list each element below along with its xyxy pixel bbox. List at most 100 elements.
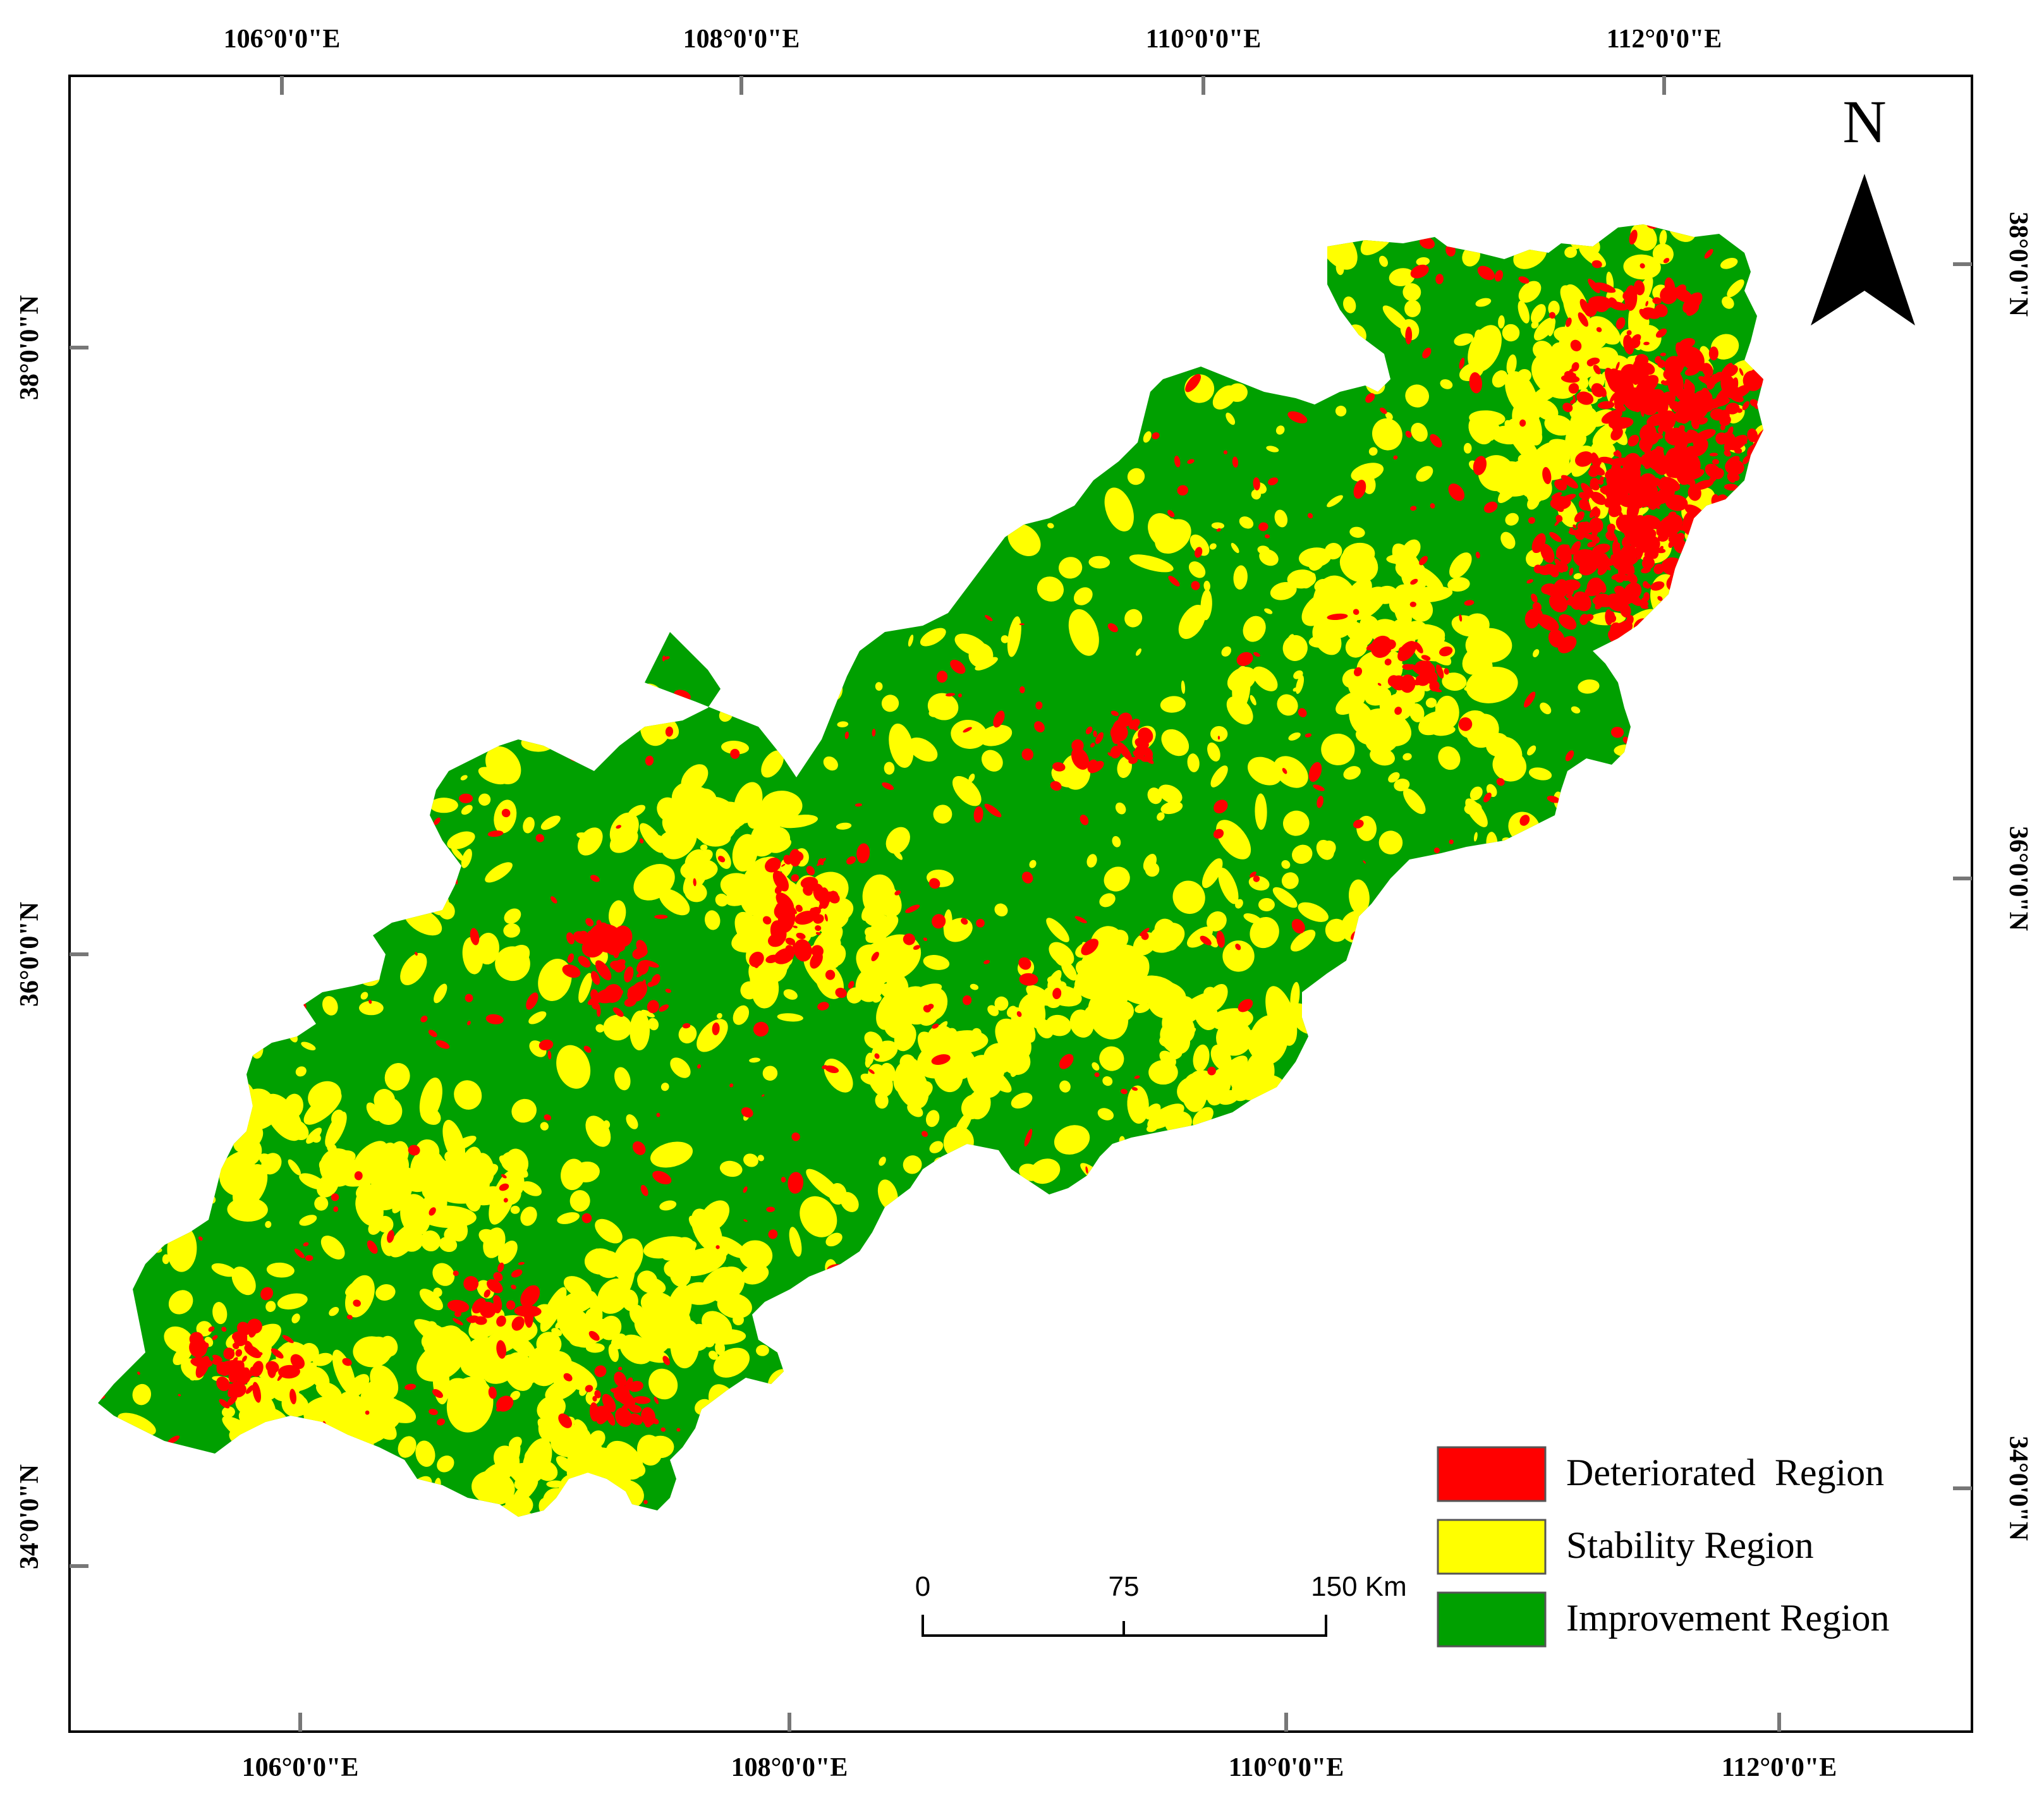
- stability-patch: [261, 1153, 282, 1175]
- stability-patch: [1569, 406, 1598, 437]
- stability-patch: [472, 467, 497, 492]
- stability-patch: [359, 1000, 384, 1016]
- stability-patch: [1211, 522, 1225, 530]
- stability-patch: [226, 909, 238, 920]
- stability-patch: [433, 1287, 442, 1297]
- deteriorated-patch: [1310, 1096, 1319, 1107]
- stability-patch: [228, 293, 254, 329]
- deteriorated-patch: [1479, 1038, 1486, 1045]
- deteriorated-patch: [453, 1318, 463, 1326]
- stability-patch: [989, 1332, 1011, 1354]
- deteriorated-patch: [526, 992, 538, 1010]
- stability-patch: [1393, 1248, 1416, 1270]
- stability-patch: [233, 665, 246, 695]
- stability-patch: [1007, 616, 1021, 657]
- stability-patch: [370, 665, 394, 680]
- deteriorated-patch: [1519, 815, 1530, 826]
- stability-patch: [425, 374, 442, 392]
- deteriorated-patch: [994, 381, 1000, 385]
- deteriorated-patch: [717, 856, 726, 863]
- stability-patch: [112, 512, 132, 538]
- stability-patch: [827, 944, 846, 967]
- stability-patch: [1739, 1151, 1761, 1171]
- stability-patch: [536, 643, 568, 675]
- deteriorated-patch: [1591, 535, 1600, 544]
- deteriorated-patch: [772, 1510, 777, 1517]
- stability-patch: [200, 392, 225, 408]
- deteriorated-patch: [1282, 1402, 1287, 1407]
- stability-patch: [1281, 860, 1291, 869]
- deteriorated-patch: [1720, 410, 1730, 422]
- deteriorated-patch: [1681, 400, 1688, 408]
- stability-patch: [925, 1110, 940, 1127]
- deteriorated-patch: [213, 1502, 226, 1513]
- stability-patch: [578, 827, 603, 856]
- deteriorated-patch: [1725, 403, 1740, 415]
- stability-patch: [222, 295, 253, 322]
- deteriorated-patch: [1453, 1058, 1457, 1062]
- scale-label-0: 0: [915, 1571, 930, 1602]
- stability-patch: [670, 1319, 700, 1369]
- stability-patch: [681, 468, 710, 497]
- stability-patch: [237, 1084, 248, 1097]
- deteriorated-patch: [921, 1131, 928, 1138]
- stability-patch: [277, 410, 312, 435]
- stability-patch: [1605, 1313, 1645, 1341]
- stability-patch: [1233, 565, 1248, 590]
- stability-patch: [456, 329, 471, 337]
- stability-patch: [1090, 926, 1125, 963]
- stability-patch: [1023, 281, 1045, 303]
- deteriorated-patch: [293, 1521, 307, 1534]
- stability-patch: [345, 475, 357, 483]
- deteriorated-patch: [1668, 486, 1675, 494]
- deteriorated-patch: [1071, 747, 1090, 770]
- stability-patch: [856, 944, 894, 983]
- stability-patch: [1188, 561, 1206, 578]
- stability-patch: [236, 836, 266, 869]
- stability-patch: [1058, 557, 1083, 579]
- stability-patch: [1725, 807, 1751, 837]
- left-label-36: 36°0'0"N: [15, 902, 44, 1007]
- stability-patch: [1088, 308, 1124, 331]
- deteriorated-patch: [563, 1373, 573, 1382]
- deteriorated-patch: [590, 875, 600, 882]
- stability-patch: [332, 1349, 356, 1395]
- deteriorated-patch: [387, 477, 394, 483]
- stability-patch: [916, 374, 928, 387]
- stability-patch: [1272, 1440, 1298, 1468]
- stability-patch: [1127, 1085, 1149, 1124]
- stability-patch: [1428, 1213, 1442, 1226]
- stability-patch: [260, 349, 274, 376]
- deteriorated-patch: [1526, 834, 1531, 839]
- stability-patch: [979, 549, 987, 558]
- stability-patch: [1513, 1170, 1524, 1184]
- deteriorated-patch: [1085, 726, 1093, 734]
- stability-patch: [1492, 370, 1508, 388]
- stability-patch: [199, 760, 215, 775]
- stability-patch: [1439, 1022, 1452, 1031]
- stability-patch: [211, 1263, 236, 1277]
- stability-patch: [1552, 1405, 1573, 1426]
- deteriorated-patch: [753, 1021, 769, 1037]
- deteriorated-patch: [928, 562, 934, 571]
- stability-patch: [1440, 928, 1451, 938]
- deteriorated-patch: [1151, 1208, 1163, 1222]
- deteriorated-patch: [1059, 1054, 1074, 1069]
- deteriorated-patch: [1366, 938, 1376, 949]
- stability-patch: [288, 1454, 307, 1469]
- stability-patch: [824, 590, 850, 607]
- deteriorated-patch: [1545, 588, 1557, 596]
- stability-patch: [1035, 228, 1055, 249]
- deteriorated-patch: [236, 1321, 251, 1336]
- deteriorated-patch: [1661, 416, 1666, 420]
- deteriorated-patch: [1020, 1243, 1030, 1257]
- deteriorated-patch: [875, 534, 884, 542]
- stability-patch: [521, 1181, 542, 1196]
- stability-patch: [1265, 986, 1298, 1046]
- deteriorated-patch: [125, 986, 133, 992]
- stability-patch: [992, 301, 1007, 317]
- deteriorated-patch: [1569, 527, 1574, 532]
- deteriorated-patch: [1219, 279, 1229, 288]
- deteriorated-patch: [1736, 448, 1743, 454]
- deteriorated-patch: [1268, 477, 1279, 485]
